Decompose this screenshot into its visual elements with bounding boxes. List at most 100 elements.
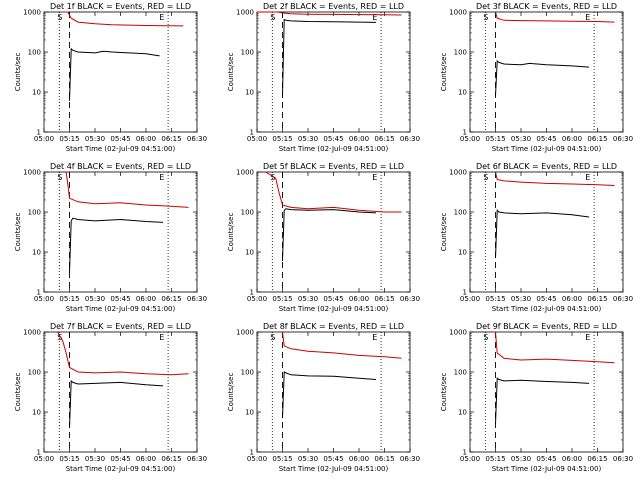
time-marker-label: E bbox=[159, 333, 164, 342]
y-tick-label: 10 bbox=[245, 249, 254, 257]
x-tick-label: 05:45 bbox=[110, 135, 130, 143]
x-tick-label: 06:15 bbox=[161, 295, 181, 303]
y-tick-label: 100 bbox=[28, 369, 41, 377]
time-marker-label: E bbox=[372, 333, 377, 342]
x-axis-label: Start Time (02-Jul-09 04:51:00) bbox=[492, 305, 602, 313]
chart-title: Det 7f BLACK = Events, RED = LLD bbox=[50, 322, 191, 331]
series-line bbox=[282, 371, 377, 419]
x-tick-label: 05:30 bbox=[511, 455, 531, 463]
y-tick-label: 10 bbox=[245, 89, 254, 97]
x-tick-label: 05:15 bbox=[59, 135, 79, 143]
x-tick-label: 06:00 bbox=[562, 295, 582, 303]
x-tick-label: 05:45 bbox=[536, 455, 556, 463]
x-tick-label: 06:30 bbox=[400, 455, 420, 463]
chart-svg: Det 9f BLACK = Events, RED = LLD 1 10 100 10… bbox=[440, 322, 633, 473]
time-marker-label: S bbox=[483, 333, 488, 342]
x-tick-label: 06:30 bbox=[613, 295, 633, 303]
x-tick-label: 06:15 bbox=[587, 455, 607, 463]
y-tick-label: 1000 bbox=[23, 169, 41, 177]
x-tick-label: 06:00 bbox=[136, 135, 156, 143]
chart-svg: Det 1f BLACK = Events, RED = LLD 1 10 100 10… bbox=[14, 2, 207, 153]
chart-svg: Det 3f BLACK = Events, RED = LLD 1 10 100 10… bbox=[440, 2, 633, 153]
y-tick-label: 1 bbox=[250, 289, 254, 297]
x-tick-label: 06:15 bbox=[374, 295, 394, 303]
x-axis-label: Start Time (02-Jul-09 04:51:00) bbox=[66, 145, 176, 153]
detector-panel: Det 9f BLACK = Events, RED = LLD 1 10 100 10… bbox=[426, 320, 639, 480]
x-tick-label: 05:45 bbox=[110, 295, 130, 303]
detector-panel: Det 8f BLACK = Events, RED = LLD 1 10 100 10… bbox=[213, 320, 426, 480]
chart-title: Det 8f BLACK = Events, RED = LLD bbox=[263, 322, 404, 331]
plot-frame bbox=[469, 11, 624, 133]
x-tick-label: 06:00 bbox=[349, 295, 369, 303]
x-tick-label: 05:15 bbox=[59, 295, 79, 303]
y-axis-label: Counts/sec bbox=[440, 213, 448, 252]
series-line bbox=[257, 11, 402, 16]
x-tick-label: 05:30 bbox=[298, 295, 318, 303]
y-tick-label: 1 bbox=[37, 449, 41, 457]
x-tick-label: 06:15 bbox=[374, 135, 394, 143]
time-marker-label: E bbox=[585, 13, 590, 22]
y-tick-label: 100 bbox=[454, 209, 467, 217]
y-tick-label: 10 bbox=[32, 409, 41, 417]
y-tick-label: 100 bbox=[28, 209, 41, 217]
detector-panel: Det 3f BLACK = Events, RED = LLD 1 10 100 10… bbox=[426, 0, 639, 160]
chart-svg: Det 6f BLACK = Events, RED = LLD 1 10 100 10… bbox=[440, 162, 633, 313]
x-tick-label: 05:15 bbox=[272, 295, 292, 303]
x-tick-label: 05:00 bbox=[34, 295, 54, 303]
chart-title: Det 4f BLACK = Events, RED = LLD bbox=[50, 162, 191, 171]
y-axis-label: Counts/sec bbox=[440, 373, 448, 412]
y-tick-label: 1000 bbox=[449, 169, 467, 177]
time-marker-label: S bbox=[270, 13, 275, 22]
x-tick-label: 05:30 bbox=[298, 135, 318, 143]
y-tick-label: 10 bbox=[458, 89, 467, 97]
series-line bbox=[282, 208, 377, 261]
x-tick-label: 05:00 bbox=[460, 295, 480, 303]
x-tick-label: 06:00 bbox=[136, 295, 156, 303]
time-marker-label: S bbox=[270, 333, 275, 342]
series-line bbox=[495, 171, 615, 186]
detector-panel: Det 4f BLACK = Events, RED = LLD 1 10 100 10… bbox=[0, 160, 213, 320]
chart-title: Det 6f BLACK = Events, RED = LLD bbox=[476, 162, 617, 171]
x-tick-label: 05:45 bbox=[536, 135, 556, 143]
plot-frame bbox=[256, 331, 411, 453]
x-tick-label: 06:30 bbox=[187, 135, 207, 143]
series-line bbox=[69, 379, 164, 428]
series-line bbox=[282, 18, 377, 96]
y-tick-label: 1000 bbox=[236, 169, 254, 177]
y-tick-label: 100 bbox=[241, 209, 254, 217]
x-tick-label: 05:45 bbox=[323, 455, 343, 463]
series-line bbox=[495, 331, 615, 364]
y-tick-label: 1000 bbox=[236, 329, 254, 337]
series-line bbox=[61, 11, 184, 27]
x-tick-label: 05:30 bbox=[85, 295, 105, 303]
plot-frame bbox=[469, 171, 624, 293]
time-marker-label: S bbox=[270, 173, 275, 182]
x-axis-label: Start Time (02-Jul-09 04:51:00) bbox=[279, 305, 389, 313]
series-line bbox=[495, 209, 590, 259]
detector-panel: Det 1f BLACK = Events, RED = LLD 1 10 100 10… bbox=[0, 0, 213, 160]
y-tick-label: 100 bbox=[241, 49, 254, 57]
y-tick-label: 10 bbox=[245, 409, 254, 417]
x-axis-label: Start Time (02-Jul-09 04:51:00) bbox=[492, 145, 602, 153]
x-tick-label: 05:15 bbox=[59, 455, 79, 463]
x-tick-label: 06:30 bbox=[613, 135, 633, 143]
y-tick-label: 1 bbox=[37, 289, 41, 297]
x-axis-label: Start Time (02-Jul-09 04:51:00) bbox=[492, 465, 602, 473]
series-line bbox=[69, 217, 164, 273]
x-tick-label: 05:45 bbox=[110, 455, 130, 463]
chart-svg: Det 2f BLACK = Events, RED = LLD 1 10 100 10… bbox=[227, 2, 420, 153]
chart-svg: Det 8f BLACK = Events, RED = LLD 1 10 100 10… bbox=[227, 322, 420, 473]
chart-title: Det 9f BLACK = Events, RED = LLD bbox=[476, 322, 617, 331]
x-tick-label: 06:30 bbox=[613, 455, 633, 463]
detector-panel: Det 7f BLACK = Events, RED = LLD 1 10 100 10… bbox=[0, 320, 213, 480]
time-marker-label: E bbox=[159, 173, 164, 182]
series-line bbox=[65, 171, 189, 208]
y-tick-label: 1000 bbox=[449, 9, 467, 17]
x-tick-label: 06:00 bbox=[562, 135, 582, 143]
x-tick-label: 05:30 bbox=[85, 455, 105, 463]
x-tick-label: 05:45 bbox=[536, 295, 556, 303]
plot-frame bbox=[43, 11, 198, 133]
detector-panel: Det 2f BLACK = Events, RED = LLD 1 10 100 10… bbox=[213, 0, 426, 160]
y-axis-label: Counts/sec bbox=[14, 53, 22, 92]
time-marker-label: S bbox=[483, 13, 488, 22]
